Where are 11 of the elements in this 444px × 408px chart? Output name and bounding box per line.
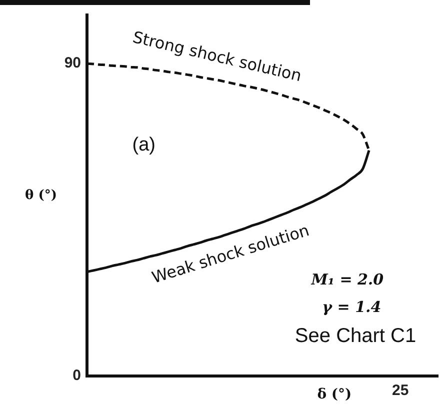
annotation: (a) bbox=[132, 134, 156, 156]
y-axis-title: θ (°) bbox=[25, 188, 57, 203]
text: Strong shock solution bbox=[130, 27, 304, 86]
text: Weak shock solution bbox=[150, 220, 312, 288]
annotation: M₁ = 2.0 bbox=[310, 270, 384, 289]
x-tick-label: 25 bbox=[392, 382, 409, 400]
y-tick-label: 90 bbox=[64, 54, 81, 72]
annotation: γ = 1.4 bbox=[322, 298, 382, 316]
y-tick-label: 0 bbox=[72, 367, 81, 384]
x-axis-title: δ (°) bbox=[317, 386, 352, 403]
annotation: See Chart C1 bbox=[294, 325, 416, 348]
